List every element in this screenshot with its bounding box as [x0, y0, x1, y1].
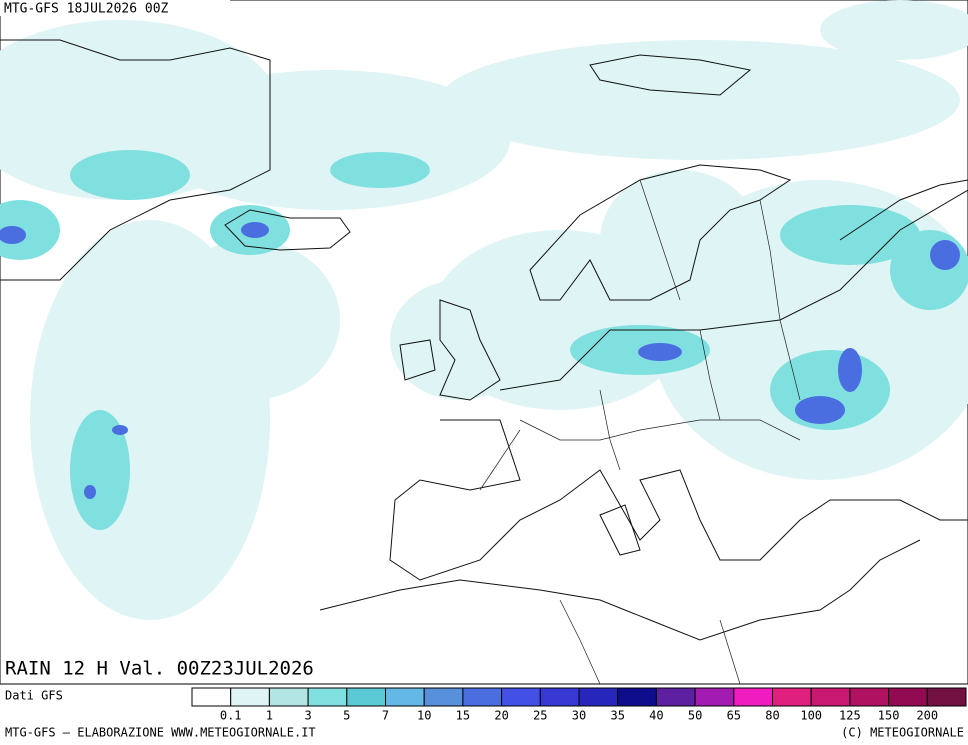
run-label: MTG-GFS 18JUL2026 00Z: [4, 2, 169, 17]
legend-swatch: [772, 687, 812, 707]
run-label-bg: [0, 0, 230, 16]
legend-swatch: [694, 687, 735, 707]
legend-label: 15: [456, 709, 470, 723]
copyright: (C) METEOGIORNALE: [841, 726, 964, 740]
legend-swatch: [307, 687, 348, 707]
legend-swatch: [926, 687, 967, 707]
legend-swatch: [423, 687, 464, 707]
legend-label: 10: [417, 709, 431, 723]
legend-label: 40: [649, 709, 663, 723]
legend-label: 125: [839, 709, 861, 723]
source-label: Dati GFS: [5, 689, 63, 703]
credit: MTG-GFS — ELABORAZIONE WWW.METEOGIORNALE…: [5, 726, 316, 740]
legend-label: 150: [878, 709, 900, 723]
legend-swatch: [617, 687, 657, 707]
legend-label: 35: [610, 709, 624, 723]
legend-swatch: [849, 687, 890, 707]
legend-swatch: [810, 687, 851, 707]
legend-swatch: [578, 687, 619, 707]
legend-label: 50: [688, 709, 702, 723]
legend-swatch: [888, 687, 928, 707]
legend-label: 200: [916, 709, 938, 723]
precip-heavy: [0, 222, 960, 499]
borders: [479, 179, 801, 685]
legend-swatch: [462, 687, 503, 707]
legend-label: 7: [382, 709, 389, 723]
legend-label: 5: [343, 709, 350, 723]
legend-swatch: [733, 687, 773, 707]
legend-label: 80: [765, 709, 779, 723]
legend-label: 3: [304, 709, 311, 723]
legend-swatch: [268, 687, 309, 707]
legend-swatch: [385, 687, 425, 707]
legend-swatch: [655, 687, 696, 707]
legend-swatch: [230, 687, 270, 707]
legend-label: 25: [533, 709, 547, 723]
legend-label: 20: [494, 709, 508, 723]
legend-label: 65: [727, 709, 741, 723]
map: MTG-GFS 18JUL2026 00Z RAIN 12 H Val. 00Z…: [0, 0, 968, 685]
coastlines: [0, 39, 968, 641]
legend-label: 30: [572, 709, 586, 723]
legend-swatch: [501, 687, 541, 707]
product-label-bg: [1, 655, 333, 683]
legend: 0.1 1 3 5 7 10 15 20 25 30 35 40 50 65 80 100 125 150 200: [191, 687, 967, 723]
legend-label: 1: [266, 709, 273, 723]
legend-swatch: [346, 687, 386, 707]
legend-swatch: [191, 687, 232, 707]
legend-swatch: [539, 687, 580, 707]
legend-label: 100: [800, 709, 822, 723]
product-label: RAIN 12 H Val. 00Z23JUL2026: [5, 658, 314, 680]
legend-label: 0.1: [220, 709, 242, 723]
